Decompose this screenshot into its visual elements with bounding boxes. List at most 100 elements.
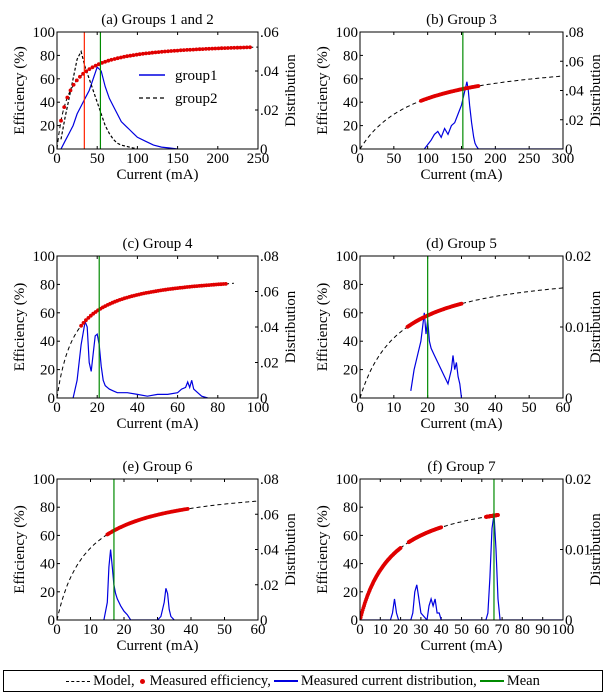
y2-tick-label: 0 (260, 613, 268, 629)
measured-point (125, 54, 129, 59)
figure-legend: Model, Measured efficiency, Measured cur… (3, 670, 603, 692)
x-tick-label: 60 (474, 622, 489, 638)
chart-panel-3: (c) Group 4 Current (mA) Efficiency (%) Dis… (12, 236, 299, 432)
y-tick-label: 0 (351, 391, 359, 407)
y2-tick-label: .06 (260, 25, 279, 41)
x-tick-label: 70 (495, 622, 510, 638)
measured-point (194, 47, 199, 52)
x-tick-label: 50 (454, 622, 469, 638)
measured-point (185, 48, 189, 52)
y2-tick-label: .06 (565, 54, 584, 70)
mean-line-icon (479, 680, 504, 682)
measured-point (96, 62, 101, 67)
x-tick-label: 200 (207, 151, 230, 167)
chart-panel-4: (d) Group 5 Current (mA) Efficiency (%) Dis… (315, 236, 604, 432)
y-tick-label: 100 (33, 472, 56, 488)
measured-point (207, 46, 211, 51)
y-tick-label: 80 (40, 500, 55, 516)
y2-tick-label: .08 (565, 25, 584, 41)
y-tick-label: 100 (33, 25, 56, 41)
x-tick-label: 10 (373, 622, 388, 638)
y-tick-label: 20 (40, 119, 55, 135)
x-tick-label: 0 (356, 400, 364, 416)
x-tick-label: 60 (170, 400, 185, 416)
measured-point (119, 55, 123, 60)
distribution-line (103, 549, 175, 620)
y-tick-label: 60 (40, 306, 55, 322)
measured-point (87, 67, 92, 71)
y2-tick-label: 0 (260, 142, 268, 158)
x-tick-label: 40 (434, 622, 449, 638)
y2-tick-label: .04 (565, 84, 584, 100)
measured-point (84, 69, 89, 74)
x-tick-label: 150 (450, 151, 473, 167)
measured-point (128, 53, 133, 58)
y2-tick-label: 0.02 (565, 472, 591, 488)
measured-point (398, 546, 403, 550)
y-tick-label: 20 (40, 585, 55, 601)
distribution-line-icon (273, 680, 298, 682)
measured-point (229, 46, 234, 50)
measured-point (216, 46, 221, 51)
measured-point (86, 316, 91, 320)
measured-point (79, 323, 83, 328)
chart-panel-2: (b) Group 3 Current (mA) Efficiency (%) Dis… (315, 12, 604, 183)
y-axis-label: Efficiency (%) (315, 283, 331, 371)
chart-title: (a) Groups 1 and 2 (101, 12, 213, 28)
y2-tick-label: .08 (260, 472, 279, 488)
distribution-line (360, 514, 563, 620)
plot-data (360, 479, 563, 620)
y-tick-label: 80 (343, 48, 358, 64)
y-tick-label: 60 (343, 528, 358, 544)
chart-title: (c) Group 4 (123, 236, 193, 252)
measured-point (81, 321, 86, 325)
y-axis-label: Efficiency (%) (12, 505, 28, 593)
legend-label-measured: Measured efficiency, (149, 672, 271, 689)
measured-point (223, 282, 228, 286)
y-tick-label: 60 (40, 528, 55, 544)
x-axis-label: Current (mA) (116, 167, 198, 183)
measured-point (78, 74, 82, 79)
measured-point (181, 48, 186, 52)
measured-point (74, 78, 79, 83)
y2-tick-label: .04 (260, 320, 279, 336)
x-tick-label: 100 (552, 622, 575, 638)
x-axis-label: Current (mA) (116, 638, 198, 654)
model-curve (360, 75, 563, 149)
x-tick-label: 100 (247, 400, 270, 416)
measured-point (213, 46, 218, 51)
measured-point (71, 82, 76, 87)
measured-point (476, 84, 481, 88)
x-axis-label: Current (mA) (420, 638, 502, 654)
y2-tick-label: .02 (565, 113, 584, 129)
y-axis-label: Efficiency (%) (315, 505, 331, 593)
distribution-line (72, 319, 208, 398)
y-axis-label: Efficiency (%) (12, 283, 28, 371)
legend-label-distribution: Measured current distribution, (300, 672, 477, 689)
x-tick-label: 60 (251, 622, 266, 638)
measured-point (197, 47, 202, 52)
y-tick-label: 20 (343, 119, 358, 135)
measured-point (226, 46, 230, 50)
measured-point (459, 301, 464, 306)
x-tick-label: 40 (184, 622, 199, 638)
measured-point (238, 45, 243, 50)
y2-tick-label: 0 (260, 391, 268, 407)
y-tick-label: 100 (336, 472, 359, 488)
measured-point (159, 49, 164, 54)
measured-point (134, 52, 139, 57)
y-tick-label: 0 (48, 142, 56, 158)
legend-label-model: Model, (93, 672, 135, 689)
y2-axis-label: Distribution (283, 513, 299, 586)
measured-point (244, 45, 249, 50)
y-tick-label: 40 (343, 334, 358, 350)
x-tick-label: 20 (420, 400, 435, 416)
y2-tick-label: .02 (260, 103, 279, 119)
x-tick-label: 0 (356, 151, 364, 167)
measured-point (169, 49, 174, 53)
chart-title: (e) Group 6 (123, 459, 193, 475)
plot-frame (56, 255, 259, 399)
measured-point (153, 50, 158, 55)
x-tick-label: 30 (150, 622, 165, 638)
